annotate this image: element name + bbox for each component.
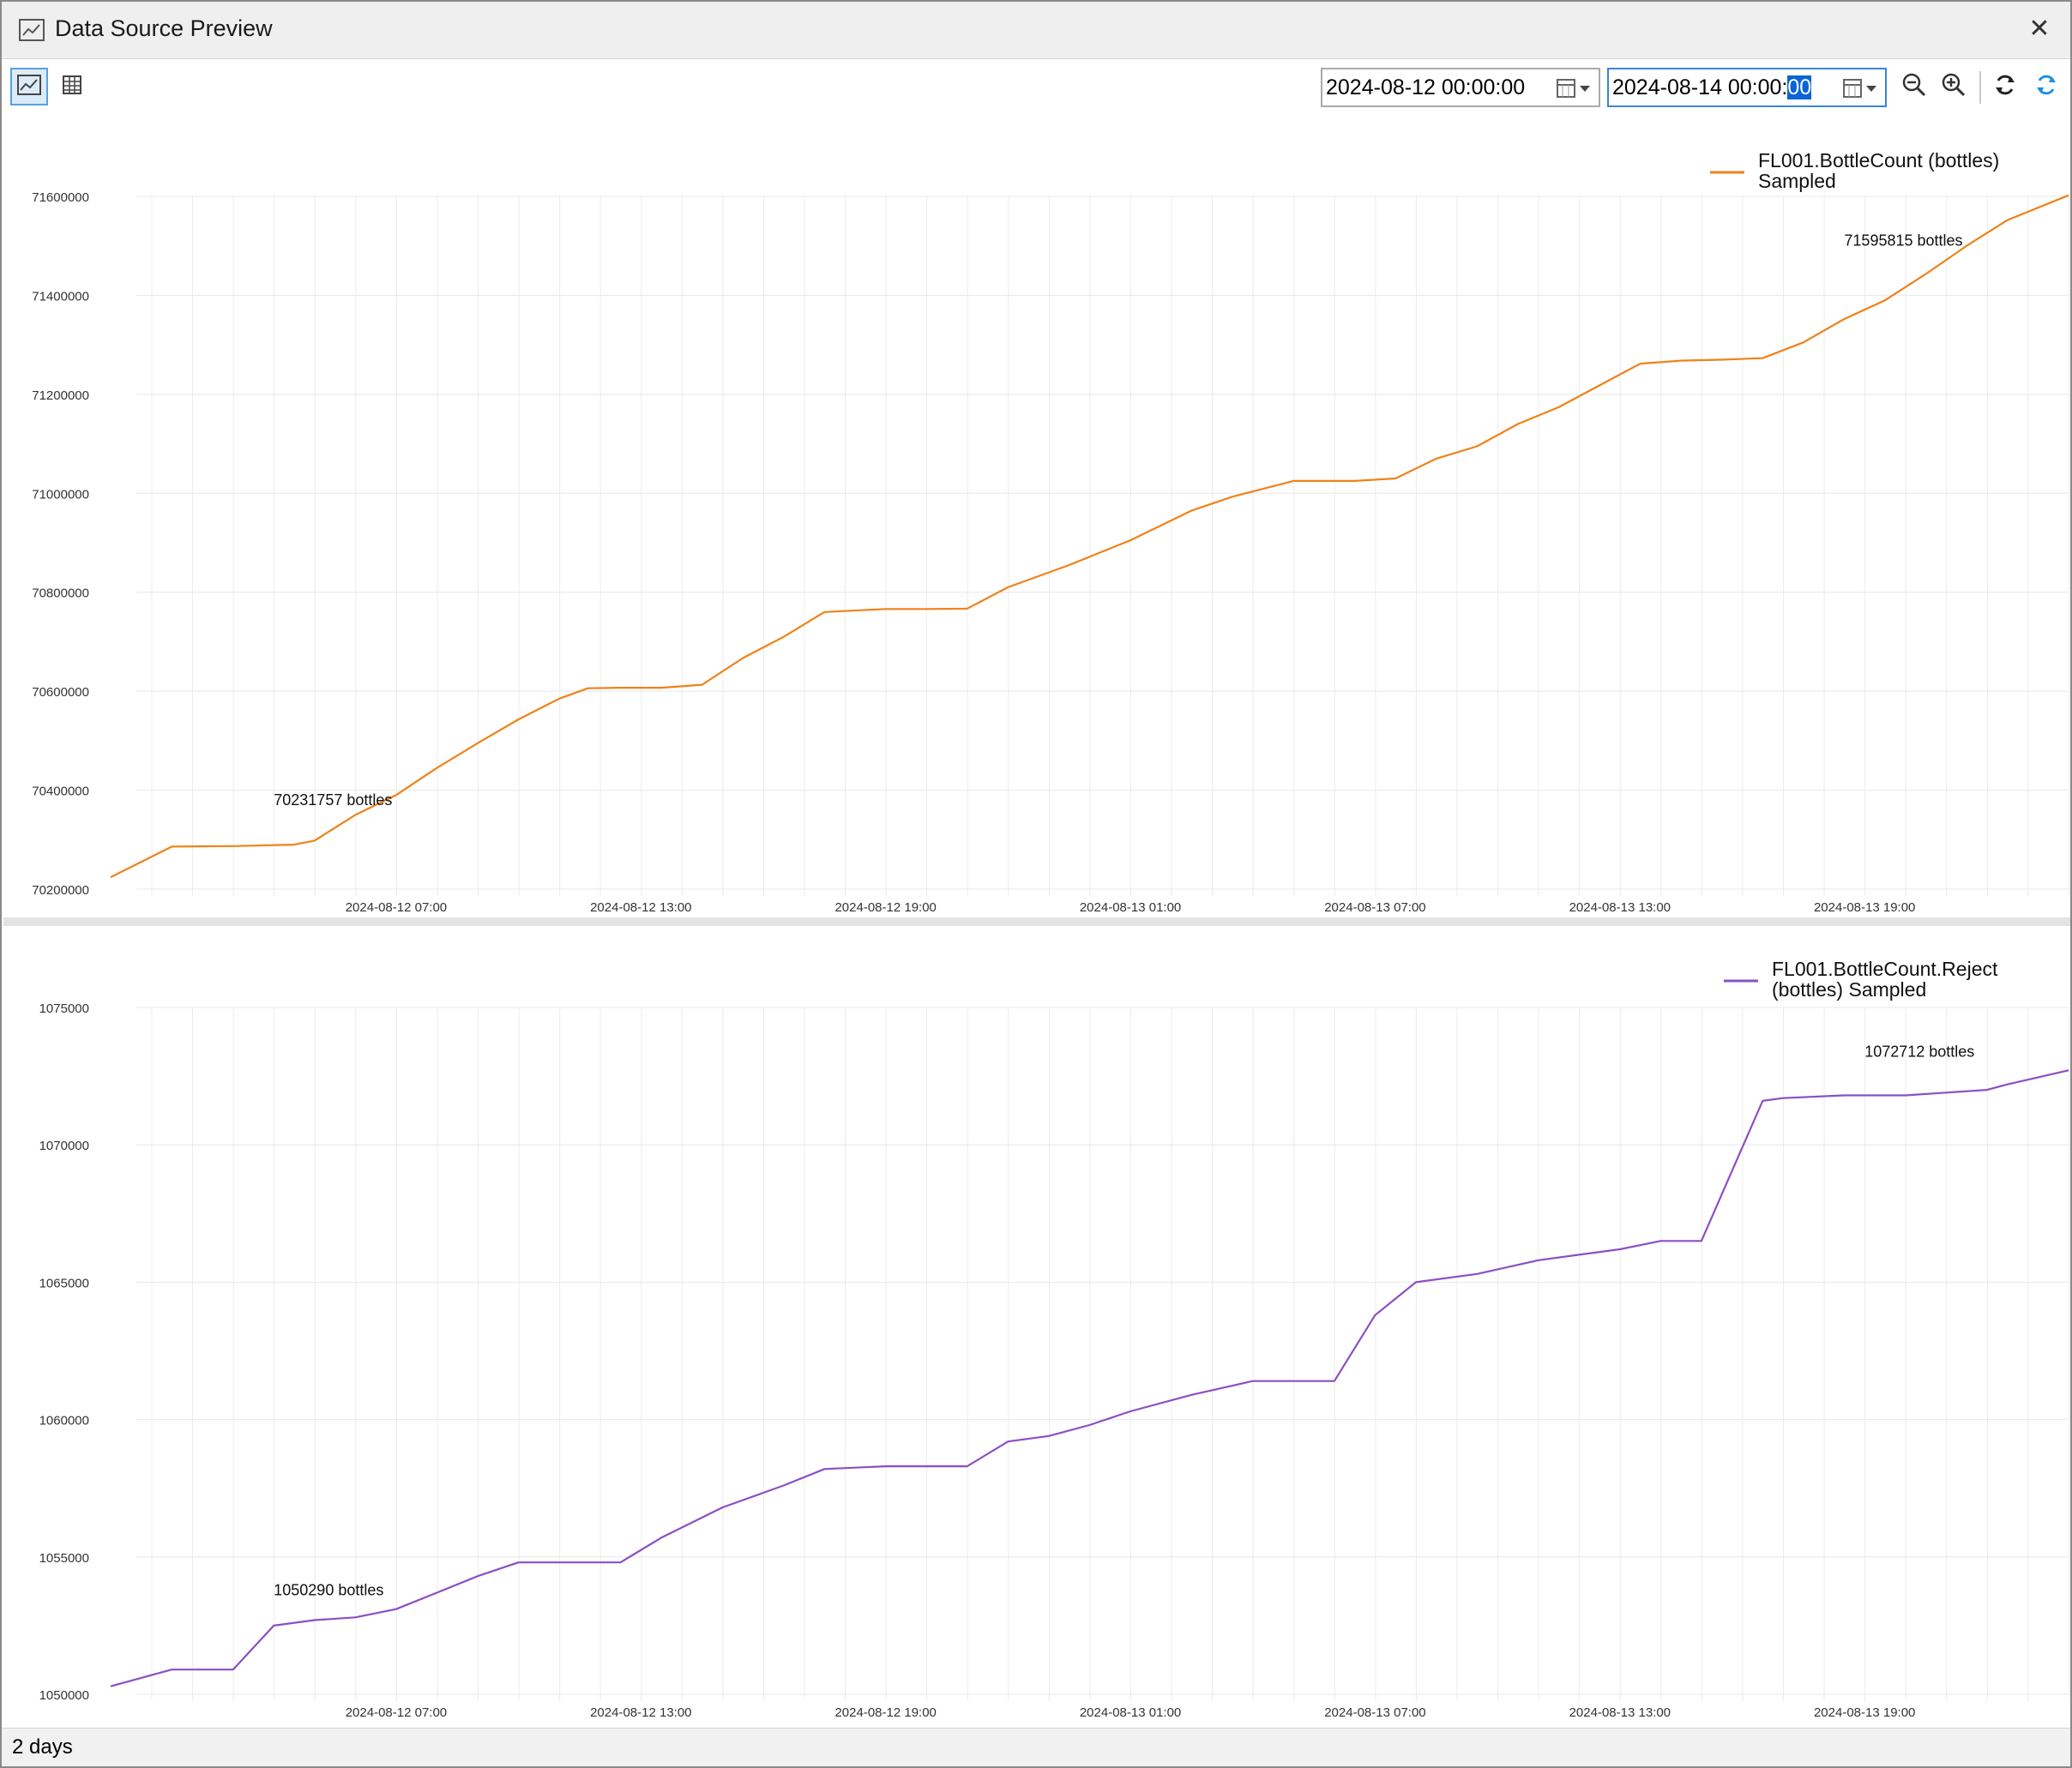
- refresh-icon: [2034, 73, 2058, 101]
- x-tick-label: 2024-08-13 01:00: [1080, 1705, 1181, 1720]
- close-icon: ✕: [2028, 15, 2051, 43]
- x-tick-label: 2024-08-13 13:00: [1569, 900, 1671, 915]
- y-tick-label: 1060000: [39, 1414, 89, 1428]
- end-date-value: 2024-08-14 00:00:: [1612, 75, 1788, 99]
- y-tick-label: 71400000: [32, 289, 89, 304]
- duration-label: 2 days: [12, 1735, 73, 1759]
- y-tick-label: 71000000: [32, 487, 89, 502]
- start-date-value: 2024-08-12 00:00:00: [1326, 75, 1526, 99]
- zoom-in-button[interactable]: [1935, 68, 1973, 105]
- x-tick-label: 2024-08-12 19:00: [834, 900, 936, 915]
- zoom-out-icon: [1901, 72, 1927, 102]
- zoom-in-icon: [1941, 72, 1967, 102]
- x-tick-label: 2024-08-13 19:00: [1814, 900, 1915, 915]
- close-button[interactable]: ✕: [2024, 14, 2055, 45]
- x-tick-label: 2024-08-13 07:00: [1324, 900, 1425, 915]
- window-title: Data Source Preview: [55, 15, 273, 41]
- zoom-out-button[interactable]: [1895, 68, 1933, 105]
- table-view-button[interactable]: [53, 68, 91, 105]
- end-date-calendar-button[interactable]: [1837, 75, 1880, 101]
- refresh-button[interactable]: [2027, 68, 2065, 105]
- line-chart-icon: [19, 19, 45, 41]
- y-tick-label: 70200000: [32, 883, 89, 898]
- y-tick-label: 1055000: [39, 1551, 89, 1566]
- chart-view-icon: [17, 74, 41, 99]
- x-tick-label: 2024-08-12 19:00: [834, 1705, 936, 1720]
- series-line: [110, 1069, 2069, 1687]
- y-tick-label: 71600000: [32, 190, 89, 205]
- title-bar: Data Source Preview ✕: [2, 2, 2070, 59]
- reset-button[interactable]: [1986, 68, 2024, 105]
- reset-icon: [1993, 73, 2017, 101]
- bottle-count-chart: 71600000 71400000 71200000 71000000 70800000…: [32, 149, 2069, 915]
- calendar-dropdown-icon: [1557, 79, 1590, 98]
- data-annotation: 71595815 bottles: [1844, 232, 1962, 250]
- y-tick-label: 70600000: [32, 685, 89, 700]
- x-tick-label: 2024-08-12 13:00: [590, 900, 691, 915]
- data-annotation: 1072712 bottles: [1864, 1043, 1974, 1061]
- status-bar: 2 days: [2, 1728, 2070, 1766]
- x-tick-label: 2024-08-12 13:00: [590, 1705, 691, 1720]
- y-tick-label: 70800000: [32, 586, 89, 601]
- chart-panel-bottle-count: 71600000 71400000 71200000 71000000 70800000…: [3, 114, 2070, 917]
- toolbar-separator: [1979, 71, 1981, 104]
- x-tick-label: 2024-08-13 19:00: [1814, 1705, 1915, 1720]
- start-date-calendar-button[interactable]: [1551, 75, 1593, 101]
- x-tick-label: 2024-08-13 01:00: [1080, 900, 1181, 915]
- x-tick-label: 2024-08-13 13:00: [1569, 1705, 1671, 1720]
- x-tick-label: 2024-08-12 07:00: [346, 1705, 447, 1720]
- y-tick-label: 1065000: [39, 1276, 89, 1290]
- x-tick-label: 2024-08-12 07:00: [346, 900, 447, 915]
- chart-splitter[interactable]: [3, 917, 2070, 926]
- data-annotation: 70231757 bottles: [274, 791, 392, 809]
- legend-label: FL001.BottleCount.Reject (bottles) Sample…: [1772, 958, 1998, 1001]
- y-tick-label: 71200000: [32, 388, 89, 403]
- y-tick-label: 70400000: [32, 785, 89, 799]
- x-tick-label: 2024-08-13 07:00: [1324, 1705, 1425, 1720]
- end-date-selected-segment: 00: [1787, 75, 1812, 99]
- data-annotation: 1050290 bottles: [274, 1582, 383, 1599]
- calendar-dropdown-icon: [1843, 79, 1876, 98]
- toolbar: 2024-08-12 00:00:00 2024-08-14 00:00:00: [2, 59, 2070, 114]
- legend-label: FL001.BottleCount (bottles) Sampled: [1758, 149, 1999, 192]
- start-date-input[interactable]: 2024-08-12 00:00:00: [1321, 68, 1600, 107]
- table-view-icon: [62, 75, 82, 99]
- end-date-input[interactable]: 2024-08-14 00:00:00: [1607, 68, 1887, 107]
- series-line: [110, 194, 2069, 879]
- chart-view-button[interactable]: [10, 68, 48, 105]
- y-tick-label: 1070000: [39, 1139, 89, 1153]
- bottle-reject-chart: 1075000 1070000 1065000 1060000 1055000 10500…: [39, 958, 2069, 1720]
- y-tick-label: 1075000: [39, 1001, 89, 1016]
- chart-panel-bottle-reject: 1075000 1070000 1065000 1060000 1055000 10500…: [3, 926, 2070, 1727]
- y-tick-label: 1050000: [39, 1688, 89, 1703]
